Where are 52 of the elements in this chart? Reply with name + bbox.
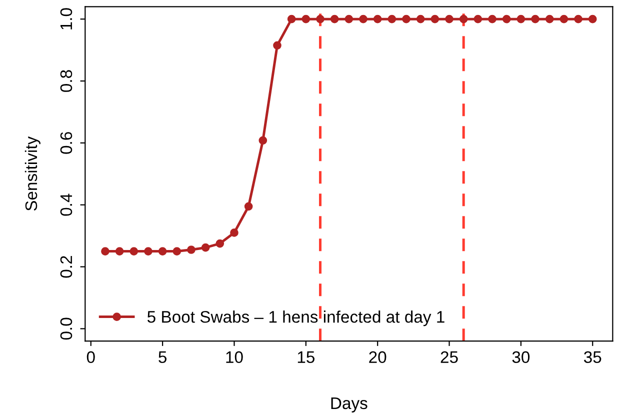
point xyxy=(488,14,496,24)
y-tick-label: 0.0 xyxy=(60,318,72,340)
y-axis-title: Sensitivity xyxy=(24,136,40,211)
point xyxy=(459,14,468,24)
point xyxy=(187,246,196,254)
point xyxy=(144,247,152,256)
x-tick-label: 0 xyxy=(86,351,95,364)
point xyxy=(344,14,354,24)
point xyxy=(531,14,540,24)
point xyxy=(101,247,110,256)
y-tick-label: 1.0 xyxy=(60,8,72,30)
x-tick-label: 25 xyxy=(440,351,458,364)
point xyxy=(545,14,554,24)
point xyxy=(402,14,410,24)
point xyxy=(574,14,582,24)
point xyxy=(130,247,138,256)
x-tick-label: 10 xyxy=(226,351,243,364)
point xyxy=(474,14,482,24)
point xyxy=(359,14,368,24)
y-tick-label: 0.2 xyxy=(60,256,72,278)
point xyxy=(388,14,396,24)
point xyxy=(230,228,238,237)
point xyxy=(273,41,282,50)
point xyxy=(588,14,597,24)
x-tick-label: 15 xyxy=(298,351,314,364)
x-tick-label: 30 xyxy=(512,351,530,364)
x-axis-title: Days xyxy=(331,398,368,412)
x-tick-label: 20 xyxy=(369,351,386,364)
x-tick-label: 5 xyxy=(158,351,166,364)
point xyxy=(201,243,210,252)
point xyxy=(330,14,339,24)
point xyxy=(316,14,324,24)
legend-label: 5 Boot Swabs – 1 hens infected at day 1 xyxy=(147,310,444,326)
point xyxy=(516,14,526,24)
point xyxy=(445,14,454,24)
x-tick-label: 35 xyxy=(584,351,602,364)
point xyxy=(302,14,310,24)
point xyxy=(244,202,253,211)
point xyxy=(287,14,296,24)
point xyxy=(502,14,511,24)
point xyxy=(258,136,268,145)
y-tick-label: 0.4 xyxy=(60,194,72,216)
point xyxy=(430,14,440,24)
point xyxy=(158,247,167,256)
point xyxy=(115,247,124,256)
point xyxy=(416,14,425,24)
y-tick-label: 0.6 xyxy=(60,132,72,154)
y-tick-label: 0.8 xyxy=(60,70,72,92)
point xyxy=(216,239,224,248)
point xyxy=(560,14,568,24)
point xyxy=(373,14,382,24)
point xyxy=(172,247,182,256)
